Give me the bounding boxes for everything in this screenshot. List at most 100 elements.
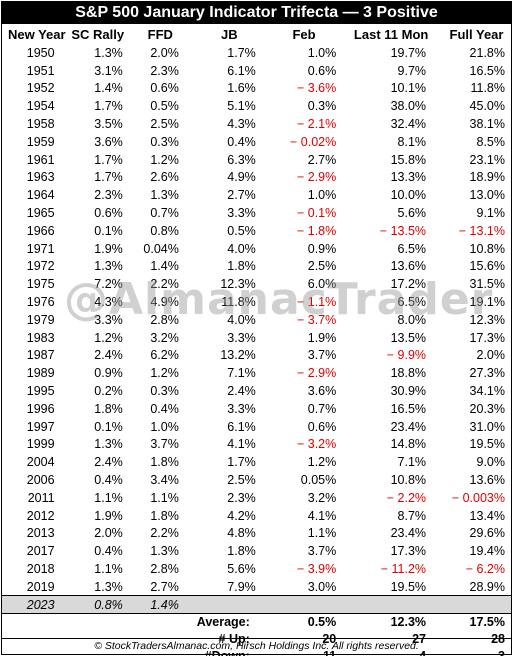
cell-ffd: 2.2% [150, 277, 179, 292]
table-row: 1954 1.7% 0.5% 5.1% 0.3% 38.0% 45.0% [2, 97, 511, 115]
cell-year: 1950 [26, 45, 55, 60]
cell-feb: 3.0% [267, 577, 341, 597]
cell-feb: − 3.9% [296, 562, 337, 576]
cell-jb: 3.3% [227, 206, 256, 221]
current-year-row: 2023 0.8% 1.4% [2, 595, 511, 614]
cell-feb: 4.1% [307, 508, 337, 523]
cell-year: 1964 [26, 188, 55, 203]
table-row: 1997 0.1% 1.0% 6.1% 0.6% 23.4% 31.0% [2, 418, 511, 436]
cell-full-year: 13.0% [469, 188, 505, 203]
cell-jb: 3.3% [227, 330, 256, 345]
cell-jb: 6.1% [227, 419, 256, 434]
col-header-ffd: FFD [147, 27, 173, 42]
cell-jb: 1.8% [227, 259, 256, 274]
cell-feb: − 0.1% [296, 206, 337, 221]
cell-year: 1996 [26, 401, 55, 416]
current-sc-rally: 0.8% [65, 595, 130, 614]
cell-sc-rally: 2.4% [94, 455, 123, 470]
cell-last-11-mon: 7.1% [397, 455, 427, 470]
table-row: 1979 3.3% 2.8% 4.0% − 3.7% 8.0% 12.3% [2, 311, 511, 329]
cell-full-year: 10.8% [469, 241, 505, 256]
col-header-jb: JB [221, 27, 238, 42]
cell-full-year: 28.9% [430, 577, 511, 597]
current-jb-empty [190, 595, 268, 614]
cell-jb: 5.1% [227, 99, 256, 114]
table-row: 2017 0.4% 1.3% 1.8% 3.7% 17.3% 19.4% [2, 542, 511, 560]
cell-year: 1971 [26, 241, 55, 256]
cell-year: 1987 [26, 348, 55, 363]
cell-year: 1983 [26, 330, 55, 345]
cell-full-year: 2.0% [476, 348, 506, 363]
cell-sc-rally: 1.7% [94, 99, 123, 114]
cell-feb: 6.0% [307, 277, 337, 292]
cell-full-year: 21.8% [469, 45, 505, 60]
table-row: 1965 0.6% 0.7% 3.3% − 0.1% 5.6% 9.1% [2, 204, 511, 222]
cell-ffd: 1.8% [150, 508, 179, 523]
cell-ffd: 2.5% [150, 117, 179, 132]
table-row: 2012 1.9% 1.8% 4.2% 4.1% 8.7% 13.4% [2, 507, 511, 525]
cell-year: 1961 [26, 152, 55, 167]
cell-sc-rally: 1.2% [94, 330, 123, 345]
table-row: 1996 1.8% 0.4% 3.3% 0.7% 16.5% 20.3% [2, 400, 511, 418]
cell-last-11-mon: 10.8% [390, 473, 427, 488]
cell-last-11-mon: 23.4% [390, 526, 427, 541]
cell-jb: 6.3% [227, 152, 256, 167]
cell-jb: 0.5% [227, 223, 256, 238]
cell-full-year: 15.6% [469, 259, 505, 274]
table-row: 1958 3.5% 2.5% 4.3% − 2.1% 32.4% 38.1% [2, 115, 511, 133]
cell-sc-rally: 2.3% [94, 188, 123, 203]
cell-last-11-mon: 18.8% [390, 366, 427, 381]
table-row: 1995 0.2% 0.3% 2.4% 3.6% 30.9% 34.1% [2, 382, 511, 400]
cell-feb: 2.7% [307, 152, 337, 167]
cell-last-11-mon: 13.6% [390, 259, 427, 274]
cell-full-year: 9.1% [476, 206, 506, 221]
cell-last-11-mon: 10.0% [390, 188, 427, 203]
cell-year: 1976 [26, 295, 55, 310]
cell-jb: 2.3% [227, 490, 256, 505]
cell-feb: − 2.9% [296, 366, 337, 381]
cell-sc-rally: 2.0% [94, 526, 123, 541]
cell-feb: 0.05% [300, 473, 337, 488]
table-row: 1999 1.3% 3.7% 4.1% − 3.2% 14.8% 19.5% [2, 436, 511, 454]
cell-jb: 4.0% [227, 312, 256, 327]
cell-ffd: 0.7% [150, 206, 179, 221]
cell-full-year: 13.6% [469, 473, 505, 488]
cell-jb: 12.3% [220, 277, 256, 292]
table-row: 2018 1.1% 2.8% 5.6% − 3.9% − 11.2% − 6.2% [2, 560, 511, 578]
cell-year: 1959 [26, 134, 55, 149]
cell-feb: − 3.7% [296, 312, 337, 327]
table-row: 2004 2.4% 1.8% 1.7% 1.2% 7.1% 9.0% [2, 453, 511, 471]
cell-feb: 0.6% [307, 419, 337, 434]
col-header-feb: Feb [292, 27, 316, 42]
cell-sc-rally: 2.4% [94, 348, 123, 363]
cell-ffd: 2.2% [150, 526, 179, 541]
cell-full-year: 17.3% [469, 330, 505, 345]
cell-sc-rally: 3.6% [94, 134, 123, 149]
cell-feb: 3.7% [307, 544, 337, 559]
cell-ffd: 6.2% [150, 348, 179, 363]
cell-last-11-mon: − 2.2% [386, 490, 427, 505]
cell-feb: − 1.1% [296, 295, 337, 310]
table-row: 2006 0.4% 3.4% 2.5% 0.05% 10.8% 13.6% [2, 471, 511, 489]
cell-sc-rally: 1.3% [94, 259, 123, 274]
cell-year: 1989 [26, 366, 55, 381]
cell-ffd: 1.4% [150, 259, 179, 274]
january-indicator-table: New Year SC Rally FFD JB Feb Last 11 Mon… [2, 25, 511, 656]
cell-jb: 4.8% [227, 526, 256, 541]
table-title: S&P 500 January Indicator Trifecta — 3 P… [2, 2, 511, 24]
cell-full-year: − 0.003% [451, 490, 505, 505]
cell-jb: 2.4% [227, 384, 256, 399]
current-full-empty [430, 595, 511, 614]
summary-feb: 0.5% [307, 615, 337, 630]
col-header-last-11-mon: Last 11 Mon [353, 27, 429, 42]
table-row: 1963 1.7% 2.6% 4.9% − 2.9% 13.3% 18.9% [2, 169, 511, 187]
cell-ffd: 0.04% [143, 241, 179, 256]
cell-last-11-mon: 8.1% [397, 134, 427, 149]
cell-year: 1975 [26, 277, 55, 292]
summary-feb: 11 [323, 649, 337, 656]
summary-full: 28 [491, 632, 505, 646]
cell-ffd: 1.3% [150, 188, 179, 203]
cell-last-11-mon: − 11.2% [380, 562, 427, 576]
cell-jb: 4.0% [227, 241, 256, 256]
